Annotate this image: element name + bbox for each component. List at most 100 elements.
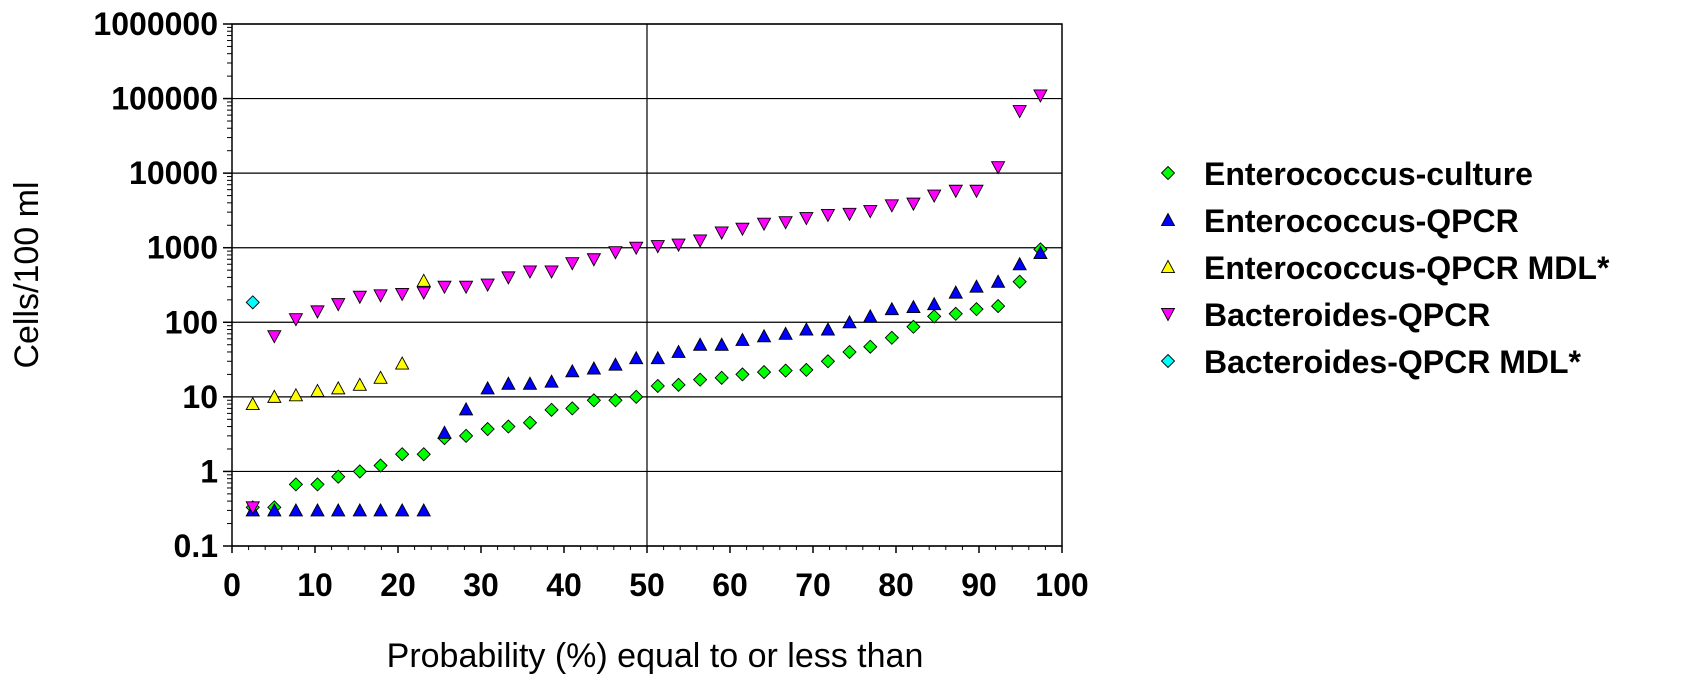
data-point — [267, 330, 282, 344]
data-point — [692, 372, 708, 387]
data-point — [245, 396, 261, 411]
data-point — [373, 370, 388, 384]
data-point — [714, 226, 729, 240]
series-3 — [245, 89, 1048, 515]
data-point — [458, 280, 474, 295]
data-point — [267, 389, 282, 403]
data-point — [394, 356, 410, 370]
data-point — [926, 189, 942, 204]
x-tick-label: 80 — [878, 567, 914, 603]
data-point — [863, 205, 878, 219]
data-point — [842, 207, 857, 222]
data-point — [778, 363, 793, 378]
data-point — [671, 344, 686, 358]
legend-item: Enterococcus-culture — [1160, 156, 1533, 192]
data-point — [586, 361, 602, 375]
data-point — [799, 362, 814, 378]
data-point — [735, 222, 750, 237]
data-point — [565, 257, 580, 271]
y-tick-label: 100000 — [111, 81, 218, 117]
data-point — [671, 238, 686, 253]
data-point — [288, 502, 304, 517]
data-point — [352, 502, 368, 517]
y-tick-label: 1000000 — [93, 6, 218, 42]
data-point — [756, 328, 772, 343]
data-point — [884, 330, 899, 345]
data-point — [778, 216, 793, 230]
data-point — [245, 501, 261, 515]
x-tick-label: 70 — [795, 567, 831, 603]
x-tick-label: 30 — [463, 567, 499, 603]
data-point — [416, 447, 431, 462]
legend-item: Enterococcus-QPCR MDL* — [1160, 250, 1610, 286]
legend-marker — [1160, 353, 1176, 369]
x-tick-label: 100 — [1035, 567, 1088, 603]
grid-layer — [232, 23, 1062, 547]
legend-label: Enterococcus-culture — [1204, 156, 1533, 192]
series-4 — [245, 295, 260, 310]
x-tick-label: 0 — [223, 567, 241, 603]
data-point — [544, 402, 559, 417]
data-point — [437, 280, 452, 295]
data-point — [608, 393, 623, 408]
series-1 — [245, 245, 1048, 517]
data-point — [458, 401, 474, 416]
data-point — [352, 290, 368, 305]
legend-marker — [1160, 308, 1176, 322]
data-point — [756, 217, 772, 232]
data-point — [330, 502, 346, 517]
x-tick-label: 10 — [297, 567, 333, 603]
legend-marker — [1160, 165, 1176, 181]
data-point — [267, 502, 282, 517]
data-point — [756, 364, 772, 380]
data-point — [501, 419, 516, 434]
data-point — [884, 301, 900, 316]
data-point — [310, 305, 325, 319]
data-point — [245, 295, 260, 310]
data-point — [842, 344, 857, 360]
data-point — [799, 322, 814, 336]
data-point — [522, 415, 538, 430]
data-point — [586, 393, 602, 408]
data-point — [416, 502, 431, 517]
data-point — [842, 314, 857, 329]
x-axis-title: Probability (%) equal to or less than — [387, 637, 924, 675]
data-point — [480, 278, 495, 293]
data-point — [906, 197, 921, 212]
data-point — [948, 306, 963, 321]
data-point — [544, 374, 559, 388]
data-point — [650, 378, 665, 394]
data-point — [501, 376, 516, 390]
data-point — [926, 296, 942, 311]
series-2 — [245, 273, 431, 411]
data-point — [1033, 245, 1048, 259]
y-tick-label: 10 — [182, 379, 218, 415]
data-point — [969, 184, 984, 199]
data-point — [288, 313, 304, 327]
data-point — [628, 350, 644, 365]
data-point — [863, 339, 878, 354]
data-point — [394, 287, 410, 302]
x-tick-label: 60 — [712, 567, 748, 603]
legend-label: Enterococcus-QPCR — [1204, 203, 1519, 239]
data-point — [330, 380, 346, 395]
data-point — [948, 285, 964, 299]
data-point — [990, 161, 1006, 175]
data-point — [650, 240, 666, 254]
data-point — [501, 271, 516, 285]
data-point — [735, 332, 750, 346]
x-tick-label: 90 — [961, 567, 997, 603]
marks-layer — [245, 89, 1048, 517]
data-point — [692, 234, 708, 248]
legend-label: Bacteroides-QPCR — [1204, 297, 1490, 333]
legend-item: Bacteroides-QPCR MDL* — [1160, 344, 1582, 380]
data-point — [416, 273, 431, 287]
data-point — [565, 401, 580, 416]
data-point — [395, 447, 410, 462]
axes-layer: 0.1 1 10 100 1000 10000 100000 1000000 0 10 20 30 40… — [93, 6, 1088, 603]
y-tick-label: 1 — [200, 453, 218, 489]
y-tick-label: 100 — [165, 304, 218, 340]
data-point — [416, 286, 431, 301]
